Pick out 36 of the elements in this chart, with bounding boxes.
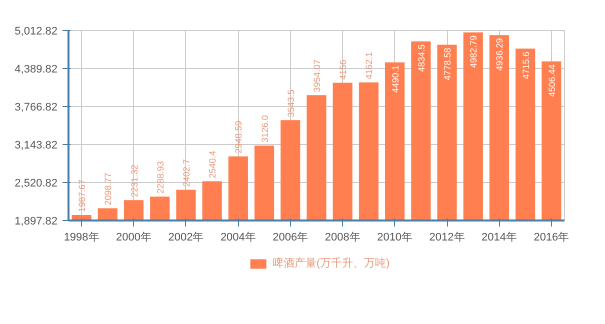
data-label: 4834.5 (416, 44, 426, 72)
data-label: 3543.5 (286, 90, 296, 118)
y-tick-label: 4,389.82 (14, 64, 58, 76)
data-label: 2098.77 (103, 172, 114, 206)
data-label: 4936.29 (494, 38, 505, 71)
x-tick-label: 2008年 (324, 232, 360, 244)
y-tick-label: 5,012.82 (14, 26, 58, 38)
x-tick-label: 2016年 (534, 232, 570, 244)
legend-label: 啤酒产量(万千升、万吨) (272, 256, 390, 270)
x-tick-label: 2010年 (377, 232, 413, 244)
x-tick-label: 2006年 (272, 232, 308, 244)
data-label: 4490.1 (390, 65, 400, 93)
data-label: 2288.93 (155, 161, 166, 194)
data-label: 3954.07 (312, 60, 322, 92)
x-tick-label: 2002年 (168, 232, 204, 244)
data-label: 2540.4 (208, 150, 218, 178)
y-tick-label: 3,766.82 (14, 102, 58, 114)
y-tick-label: 1,897.82 (14, 216, 58, 228)
x-tick-label: 1998年 (64, 232, 100, 244)
x-tick-label: 2000年 (116, 232, 152, 244)
data-label: 3126.0 (260, 115, 270, 143)
data-label: 1987.67 (77, 179, 88, 212)
data-label: 2402.7 (181, 159, 192, 187)
data-label: 4162.1 (364, 52, 374, 80)
data-label: 2231.32 (129, 164, 140, 198)
y-tick-label: 2,520.82 (14, 178, 58, 190)
x-tick-label: 2014年 (482, 232, 517, 244)
x-tick-label: 2012年 (429, 232, 465, 244)
data-label: 2948.59 (234, 120, 244, 154)
y-tick-label: 3,143.82 (14, 140, 58, 152)
data-label: 4778.58 (442, 48, 453, 80)
data-label: 4506.44 (546, 64, 557, 97)
data-label: 4715.6 (520, 52, 531, 80)
x-tick-label: 2004年 (220, 232, 256, 244)
data-label: 4156 (338, 60, 348, 80)
data-label: 4982.79 (468, 35, 479, 68)
